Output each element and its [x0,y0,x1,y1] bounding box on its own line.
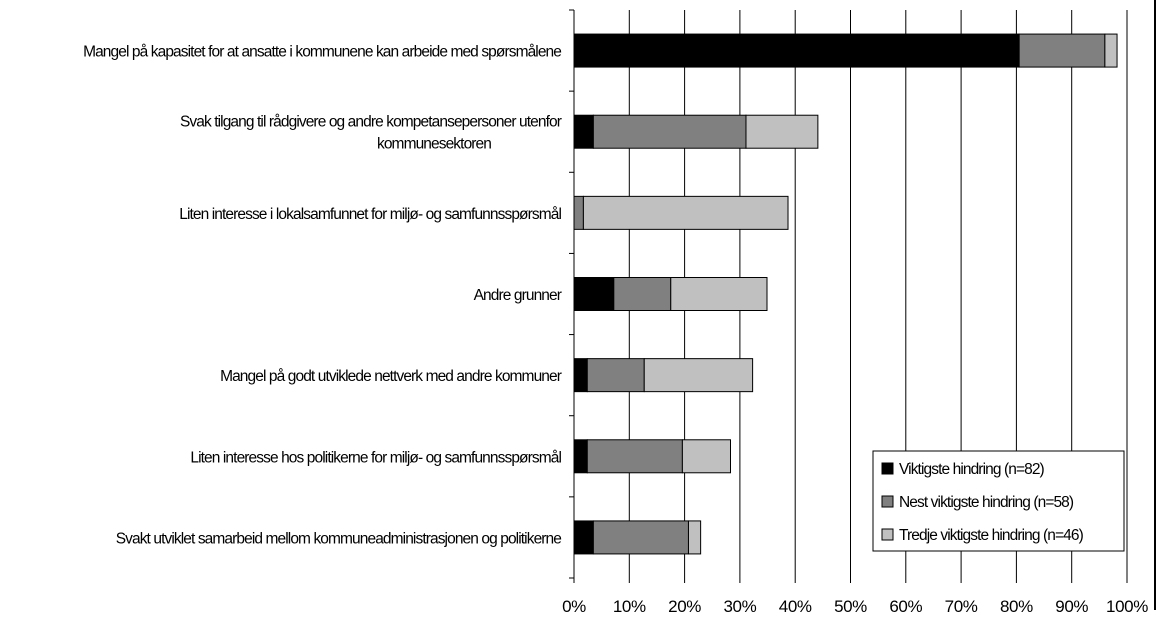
bar-segment [613,277,672,311]
x-tick-label: 60% [889,597,922,616]
category-label: Svak tilgang til rådgivere og andre komp… [180,114,562,153]
bar-segment [1018,33,1106,68]
bar-segment [573,520,594,555]
legend-label[interactable]: Viktigste hindring (n=82) [899,461,1045,478]
bar-segment [586,439,683,474]
x-tick-label: 100% [1106,597,1148,616]
x-tick-label: 80% [1000,597,1033,616]
bar-segment [592,114,747,149]
bars [573,33,1118,555]
x-tick-labels: 0% 10% 20% 30% 40% 50% 60% 70% 80% 90% 100% [562,597,1149,616]
x-tick-label: 50% [834,597,867,616]
bar-segment [592,520,689,555]
category-label: Mangel på kapasitet for at ansatte i kom… [83,44,561,61]
bar-segment [643,358,754,393]
legend-swatch [881,495,894,508]
bar-segment [670,277,768,311]
category-label: Mangel på godt utviklede nettverk med an… [220,368,562,385]
x-tick-label: 0% [562,597,586,616]
bar-segment [573,277,615,311]
bar-segment [582,195,789,230]
legend[interactable]: Viktigste hindring (n=82) Nest viktigste … [872,450,1125,552]
legend-label[interactable]: Tredje viktigste hindring (n=46) [899,527,1084,544]
x-tick-label: 90% [1055,597,1088,616]
bar-segment [681,439,731,474]
gridlines [628,10,1128,578]
x-tick-label: 20% [668,597,701,616]
bar-segment [573,439,588,474]
bar-segment [745,114,819,149]
bar-segment [573,358,588,393]
bar-segment [573,195,584,230]
x-tick-label: 70% [945,597,978,616]
axes [569,0,1156,610]
category-label-line: kommunesektoren [377,136,491,153]
category-label: Liten interesse i lokalsamfunnet for mil… [179,206,561,223]
bar-segment [586,358,645,393]
legend-box [872,450,1125,552]
x-tick-label: 40% [779,597,812,616]
x-tick-label: 30% [723,597,756,616]
category-label-line: Svak tilgang til rådgivere og andre komp… [180,114,562,131]
bar-segment [1104,33,1118,68]
legend-swatch [881,528,894,541]
legend-swatch [881,462,894,475]
bar-segment [573,33,1020,68]
category-label: Svakt utviklet samarbeid mellom kommunea… [116,530,562,547]
category-label: Andre grunner [474,287,562,304]
x-tick-label: 10% [613,597,646,616]
category-label: Liten interesse hos politikerne for milj… [190,449,561,466]
bar-segment [573,114,594,149]
category-labels: Mangel på kapasitet for at ansatte i kom… [83,44,563,548]
bar-segment [687,520,702,555]
legend-label[interactable]: Nest viktigste hindring (n=58) [899,494,1075,511]
